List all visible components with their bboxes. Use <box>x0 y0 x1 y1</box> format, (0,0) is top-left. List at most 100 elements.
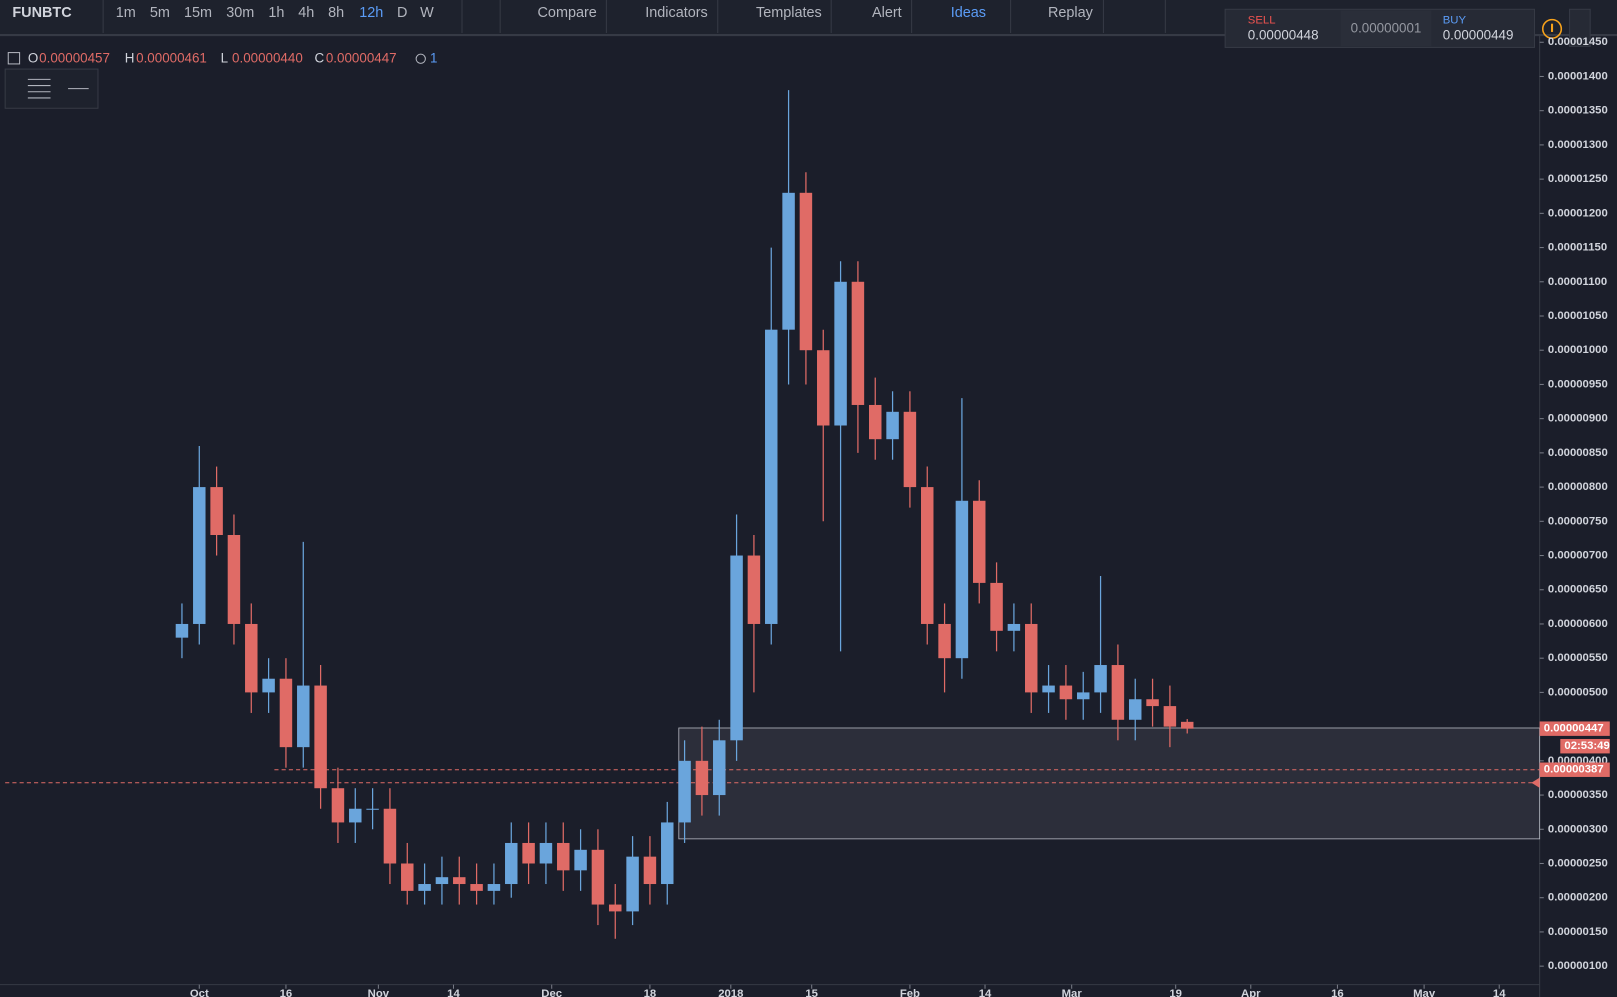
x-tick-label: Apr <box>1241 988 1261 997</box>
candle-body <box>817 350 830 426</box>
candle-body <box>973 500 986 583</box>
alert-price-box <box>1539 762 1610 777</box>
candle-body <box>401 863 414 891</box>
candle-body <box>331 788 345 823</box>
last-price-box <box>1539 721 1610 736</box>
ohlc-value: 0.00000440 <box>232 50 303 65</box>
candle-body <box>730 555 743 741</box>
candle-body <box>1111 665 1125 720</box>
toolbar-button[interactable]: Alert <box>872 5 902 21</box>
candle-body <box>1076 692 1090 700</box>
candle-body <box>643 856 657 885</box>
toolbar-button[interactable]: Replay <box>1048 5 1094 21</box>
ohlc-label: O <box>28 50 38 65</box>
y-tick-label: 0.00000350 <box>1548 789 1608 801</box>
y-tick-label: 0.00000300 <box>1548 823 1608 835</box>
interval[interactable]: W <box>420 5 434 21</box>
candle-body <box>175 623 189 638</box>
toolbar-button[interactable]: Templates <box>756 5 822 21</box>
candle-body <box>626 856 639 912</box>
buttons: Compare Indicators Templates Alert Ideas Repl… <box>102 0 1166 33</box>
candle-body <box>418 884 431 891</box>
candle-body <box>886 411 899 440</box>
sell-label[interactable]: SELL <box>1248 15 1276 27</box>
alert-count[interactable]: 1 <box>430 50 437 65</box>
alert-price: 0.00000387 <box>1544 764 1604 776</box>
y-tick-label: 0.00000150 <box>1548 926 1608 938</box>
interval[interactable]: 12h <box>359 5 383 21</box>
toolbar-button[interactable]: Compare <box>538 5 597 21</box>
candle-body <box>1059 685 1073 700</box>
interval[interactable]: 30m <box>226 5 254 21</box>
sell-price[interactable]: 0.00000448 <box>1248 28 1319 43</box>
candle-body <box>1007 623 1021 631</box>
candle-body <box>747 555 761 624</box>
candle-body <box>1163 706 1177 727</box>
countdown-box <box>1560 738 1610 754</box>
ohlc-value: 0.00000457 <box>39 50 110 65</box>
toolbar-button[interactable]: Indicators <box>645 5 708 21</box>
y-tick-label: 0.00001400 <box>1548 70 1608 82</box>
candle-body <box>938 623 951 659</box>
x-tick-label: 14 <box>1493 988 1506 997</box>
y-tick-label: 0.00000800 <box>1548 481 1608 493</box>
y-tick-label: 0.00000700 <box>1548 550 1608 562</box>
y-tick-label: 0.00000950 <box>1548 378 1608 390</box>
interval[interactable]: D <box>397 5 407 21</box>
drawing-icons[interactable] <box>27 78 89 99</box>
zoom-buttons[interactable] <box>1569 8 1591 47</box>
candle-body <box>1128 699 1142 720</box>
candle-body <box>1180 721 1194 729</box>
intervals: 1m 5m 15m 30m 1h 4h 8h 12h D W <box>116 5 434 21</box>
y-tick-label: 0.00001000 <box>1548 344 1608 356</box>
x-tick-label: Dec <box>541 988 562 997</box>
interval[interactable]: 1h <box>268 5 284 21</box>
symbol[interactable]: FUNBTC <box>12 5 72 21</box>
candle-body <box>557 842 570 871</box>
candle-body <box>851 281 865 405</box>
candle-body <box>193 487 206 624</box>
y-tick-label: 0.00001200 <box>1548 207 1608 219</box>
interval[interactable]: 5m <box>150 5 170 21</box>
candle-body <box>539 842 553 864</box>
candle-body <box>782 192 795 330</box>
y-tick-label: 0.00000850 <box>1548 447 1608 459</box>
candle-body <box>799 192 813 351</box>
x-tick-label: 18 <box>644 988 657 997</box>
interval[interactable]: 15m <box>184 5 212 21</box>
candle-body <box>903 411 917 488</box>
candle-body <box>297 685 310 748</box>
x-tick-label: 14 <box>447 988 460 997</box>
candle-body <box>834 281 847 426</box>
zone <box>678 727 1541 840</box>
y-tick-label: 0.00000500 <box>1548 686 1608 698</box>
interval[interactable]: 1m <box>116 5 136 21</box>
x-tick-label: 16 <box>1331 988 1344 997</box>
x-tick-label: 14 <box>979 988 992 997</box>
toolbar-button[interactable]: Ideas <box>951 5 986 21</box>
buy-price[interactable]: 0.00000449 <box>1443 28 1514 43</box>
interval[interactable]: 8h <box>328 5 344 21</box>
dashed-line-marker <box>1531 777 1540 788</box>
buy-label[interactable]: BUY <box>1443 15 1467 27</box>
y-tick-label: 0.00001450 <box>1548 36 1608 48</box>
candle-body <box>765 329 778 624</box>
interval[interactable]: 4h <box>298 5 314 21</box>
candle-body <box>990 582 1003 631</box>
ohlc-value: 0.00000447 <box>326 50 397 65</box>
candle-body <box>869 404 882 440</box>
info-icon[interactable] <box>1541 18 1563 39</box>
candle-body <box>574 849 587 871</box>
y-tick-label: 0.00001350 <box>1548 105 1608 117</box>
spread: 0.00000001 <box>1351 20 1422 35</box>
y-tick-label: 0.00000250 <box>1548 857 1608 869</box>
x-tick-label: May <box>1413 988 1436 997</box>
legend-toggle[interactable] <box>7 52 21 65</box>
candle-body <box>695 760 709 796</box>
candle-body <box>661 822 674 885</box>
candle-body <box>262 678 275 693</box>
x-tick-label: 16 <box>280 988 293 997</box>
candle-body <box>470 884 483 891</box>
countdown: 02:53:49 <box>1564 740 1609 752</box>
